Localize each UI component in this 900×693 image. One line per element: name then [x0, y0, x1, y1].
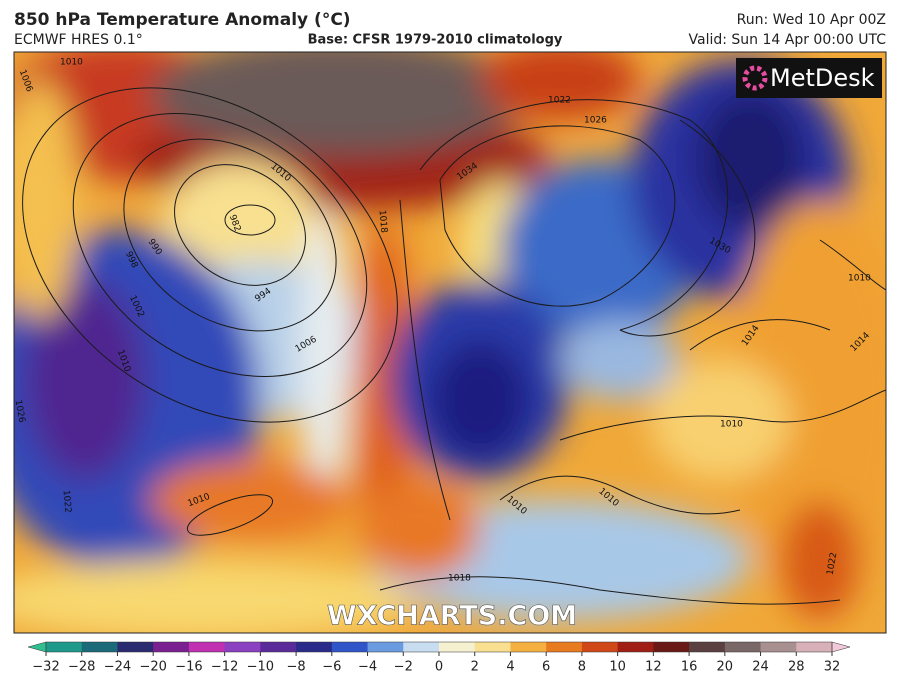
run: Run: Wed 10 Apr 00Z	[737, 12, 886, 28]
isobar	[22, 87, 398, 423]
colorbar-tick-label: −16	[175, 660, 202, 675]
colorbar-tick-label: −20	[139, 660, 166, 675]
isobar	[619, 119, 756, 337]
valid: Valid: Sun 14 Apr 00:00 UTC	[689, 32, 887, 48]
isobar-label: 1022	[61, 490, 73, 514]
colorbar-tick-label: 16	[681, 660, 698, 675]
colorbar-segment	[617, 642, 654, 652]
colorbar-segment	[117, 642, 154, 652]
colorbar-segment	[403, 642, 440, 652]
colorbar-segment	[439, 642, 476, 652]
isobar	[439, 125, 676, 307]
colorbar-segment	[46, 642, 83, 652]
colorbar-tick-label: −32	[32, 660, 59, 675]
isobar-label: 1026	[13, 399, 27, 424]
isobar	[224, 204, 276, 236]
colorbar-tick-label: −12	[211, 660, 238, 675]
isobars	[22, 87, 886, 605]
isobar	[499, 475, 741, 515]
colorbar-tick-label: 10	[609, 660, 626, 675]
colorbar-tick-label: 8	[578, 660, 586, 675]
colorbar-arrow	[27, 641, 47, 653]
colorbar-segment	[153, 642, 190, 652]
colorbar-tick-label: 4	[506, 660, 514, 675]
isobar	[559, 389, 886, 441]
base: Base: CFSR 1979-2010 climatology	[308, 33, 563, 48]
colorbar-segment	[581, 642, 619, 652]
colorbar: −32 −28 −24 −20 −16 −12 −10 −8 −6 −4 −2 0 2 4 6 8 10 12 16…	[27, 641, 851, 675]
logo-icon	[742, 65, 768, 91]
logo-box	[736, 58, 882, 98]
colorbar-segment	[367, 642, 404, 652]
model: ECMWF HRES 0.1°	[14, 32, 143, 48]
colorbar-tick-label: 12	[645, 660, 662, 675]
isobar	[419, 99, 729, 331]
colorbar-segment	[510, 642, 547, 652]
title: 850 hPa Temperature Anomaly (°C)	[14, 10, 351, 30]
isobar-label: 1022	[548, 96, 571, 106]
isobar	[186, 494, 274, 536]
isobar	[819, 239, 886, 291]
colorbar-arrow	[831, 641, 851, 653]
isobar-label: 1010	[848, 274, 871, 284]
isobar	[399, 199, 451, 521]
colorbar-segment	[653, 642, 690, 652]
colorbar-segment	[331, 642, 369, 652]
map-frame	[13, 51, 887, 634]
colorbar-tick-label: 6	[542, 660, 550, 675]
colorbar-tick-label: 2	[471, 660, 479, 675]
logo: MetDesk	[770, 64, 875, 92]
isobar-label: 1026	[584, 116, 607, 126]
colorbar-tick-label: −2	[394, 660, 413, 675]
isobar-label: 1018	[448, 574, 471, 584]
colorbar-tick-label: −10	[247, 660, 274, 675]
colorbar-tick-label: 28	[788, 660, 805, 675]
colorbar-segment	[188, 642, 226, 652]
colorbar-tick-label: −24	[104, 660, 131, 675]
colorbar-tick-label: 32	[824, 660, 841, 675]
colorbar-tick-label: −6	[322, 660, 341, 675]
colorbar-segment	[296, 642, 333, 652]
colorbar-tick-label: −8	[287, 660, 306, 675]
colorbar-segment	[724, 642, 762, 652]
isobar-label: 1010	[60, 58, 83, 68]
colorbar-segment	[474, 642, 511, 652]
colorbar-segment	[796, 642, 833, 652]
isobar-label: 1010	[720, 420, 743, 430]
isobar-label: 1018	[377, 210, 389, 234]
colorbar-segment	[81, 642, 118, 652]
isobar	[174, 164, 306, 286]
colorbar-segment	[760, 642, 797, 652]
isobar	[689, 319, 831, 351]
isobar	[379, 576, 841, 605]
colorbar-tick-label: 20	[717, 660, 734, 675]
map: 1010 1006 990 998 1002 1010 1026 1022 98…	[13, 52, 886, 633]
isobar-label: 1022	[826, 552, 840, 576]
colorbar-tick-label: 24	[752, 660, 769, 675]
colorbar-tick-label: 0	[435, 660, 443, 675]
colorbar-tick-label: −28	[68, 660, 95, 675]
colorbar-segment	[546, 642, 583, 652]
isobar	[123, 138, 337, 332]
colorbar-segment	[224, 642, 261, 652]
colorbar-tick-label: −4	[358, 660, 377, 675]
colorbar-segment	[689, 642, 726, 652]
watermark: WXCHARTS.COM	[327, 601, 577, 632]
colorbar-segment	[260, 642, 297, 652]
isobar	[72, 112, 368, 378]
